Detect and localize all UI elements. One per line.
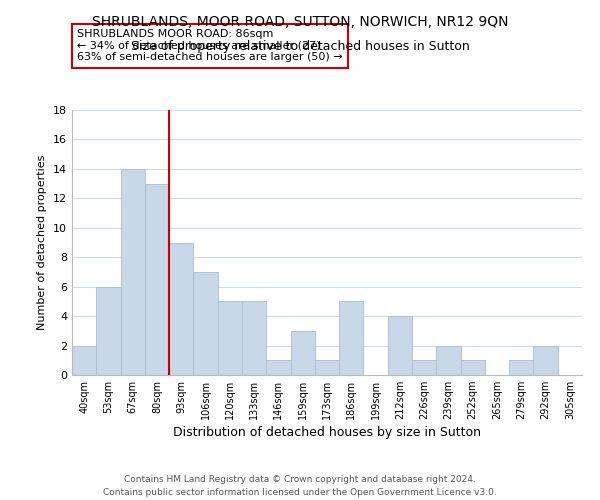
Text: SHRUBLANDS, MOOR ROAD, SUTTON, NORWICH, NR12 9QN: SHRUBLANDS, MOOR ROAD, SUTTON, NORWICH, … <box>92 15 508 29</box>
Bar <box>145 184 169 375</box>
Text: Contains public sector information licensed under the Open Government Licence v3: Contains public sector information licen… <box>103 488 497 497</box>
Text: SHRUBLANDS MOOR ROAD: 86sqm
← 34% of detached houses are smaller (27)
63% of sem: SHRUBLANDS MOOR ROAD: 86sqm ← 34% of det… <box>77 29 343 62</box>
Bar <box>509 360 533 375</box>
Bar <box>339 302 364 375</box>
Bar <box>218 302 242 375</box>
Text: Contains HM Land Registry data © Crown copyright and database right 2024.: Contains HM Land Registry data © Crown c… <box>124 476 476 484</box>
Bar <box>169 242 193 375</box>
Bar <box>193 272 218 375</box>
Y-axis label: Number of detached properties: Number of detached properties <box>37 155 47 330</box>
Bar <box>121 169 145 375</box>
Text: Size of property relative to detached houses in Sutton: Size of property relative to detached ho… <box>131 40 469 53</box>
Bar <box>412 360 436 375</box>
Bar <box>72 346 96 375</box>
Bar <box>266 360 290 375</box>
X-axis label: Distribution of detached houses by size in Sutton: Distribution of detached houses by size … <box>173 426 481 440</box>
Bar <box>96 286 121 375</box>
Bar <box>290 331 315 375</box>
Bar <box>533 346 558 375</box>
Bar <box>436 346 461 375</box>
Bar <box>242 302 266 375</box>
Bar <box>388 316 412 375</box>
Bar <box>315 360 339 375</box>
Bar <box>461 360 485 375</box>
